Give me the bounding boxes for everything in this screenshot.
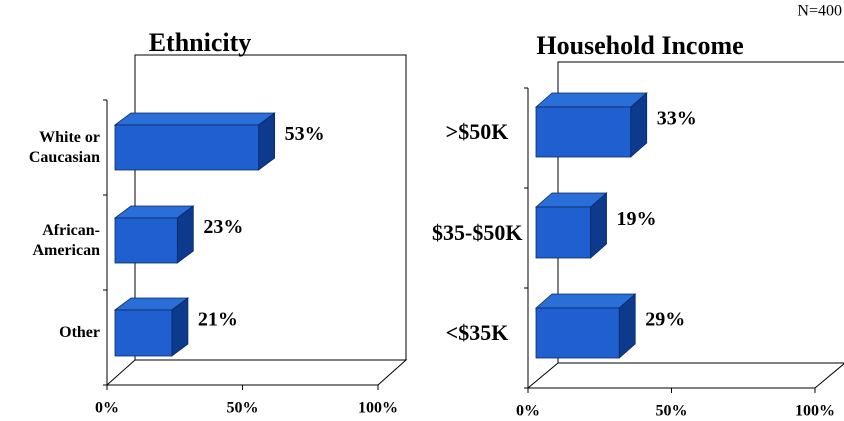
- x-tick-label: 50%: [656, 403, 688, 420]
- category-label: White or Caucasian: [28, 128, 100, 166]
- x-tick-label: 100%: [795, 403, 835, 420]
- x-tick-label: 100%: [358, 400, 398, 417]
- bar: [534, 293, 637, 359]
- bar-top: [534, 293, 637, 309]
- bar-front: [535, 206, 591, 259]
- category-label: African-American: [32, 221, 100, 259]
- chart-title: Household Income: [536, 31, 743, 60]
- value-label: 33%: [657, 108, 697, 130]
- value-label: 29%: [645, 309, 685, 331]
- bar-top: [113, 112, 276, 126]
- bar: [113, 205, 195, 264]
- sample-size-note: N=400: [797, 3, 842, 20]
- category-label: >$50K: [445, 119, 509, 144]
- x-tick-label: 0%: [516, 403, 540, 420]
- floor: [526, 362, 844, 389]
- x-tick-label: 50%: [227, 400, 259, 417]
- category-label: Other: [59, 324, 100, 341]
- floor: [105, 359, 408, 386]
- bar-front: [535, 106, 632, 158]
- bar-front: [114, 309, 173, 357]
- category-label: $35-$50K: [432, 219, 523, 245]
- bar-front: [535, 307, 620, 359]
- value-label: 23%: [203, 216, 243, 238]
- value-label: 19%: [617, 208, 657, 230]
- bar-front: [114, 124, 260, 171]
- value-label: 53%: [285, 123, 325, 145]
- bar: [534, 192, 608, 259]
- chart-title: Ethnicity: [149, 28, 252, 57]
- bar: [113, 112, 276, 171]
- bar: [113, 297, 190, 357]
- bar-front: [114, 217, 178, 264]
- category-label: <$35K: [445, 320, 509, 345]
- bar-top: [534, 92, 648, 108]
- value-label: 21%: [198, 309, 238, 331]
- x-tick-label: 0%: [95, 400, 119, 417]
- bar: [534, 92, 648, 158]
